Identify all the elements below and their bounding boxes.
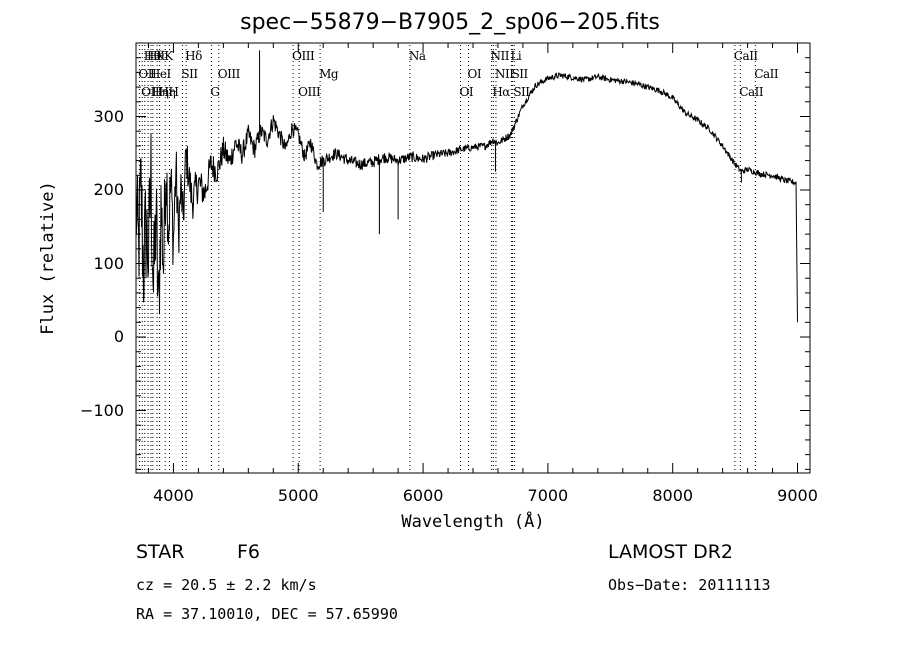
object-subclass: F6 bbox=[237, 541, 261, 563]
line-marker-label: CaII bbox=[739, 85, 764, 99]
line-marker-label: OIII bbox=[298, 85, 321, 99]
line-marker-label: CaII bbox=[754, 67, 779, 81]
emission-line-markers bbox=[138, 45, 756, 473]
line-marker-label: Hη bbox=[158, 85, 176, 99]
line-marker-label: Hη bbox=[151, 85, 169, 99]
line-marker-label: CaII bbox=[733, 49, 758, 63]
x-tick-label: 7000 bbox=[527, 486, 569, 505]
x-tick-label: 8000 bbox=[652, 486, 694, 505]
line-marker-label: Hθ bbox=[147, 49, 164, 63]
x-tick-label: 5000 bbox=[277, 486, 319, 505]
line-marker-label: OII bbox=[138, 67, 157, 81]
line-marker-label: SII bbox=[181, 67, 198, 81]
y-tick-label: 100 bbox=[93, 253, 124, 273]
line-marker-label: Hα bbox=[492, 85, 510, 99]
line-marker-label: H bbox=[168, 85, 179, 99]
line-marker-label: OIII bbox=[292, 49, 315, 63]
redshift-cz: cz = 20.5 ± 2.2 km/s bbox=[136, 576, 317, 594]
y-tick-label: 200 bbox=[93, 180, 124, 199]
line-marker-label: NII bbox=[494, 67, 514, 81]
line-marker-label: HeI bbox=[149, 67, 171, 81]
line-marker-label: NII bbox=[490, 49, 509, 63]
object-class: STAR bbox=[136, 541, 185, 563]
line-marker-label: OI bbox=[459, 85, 474, 99]
flux-line bbox=[135, 72, 798, 323]
y-tick-label: 0 bbox=[113, 327, 124, 347]
x-tick-label: 9000 bbox=[777, 486, 818, 505]
x-tick-label: 6000 bbox=[402, 486, 444, 505]
line-marker-label: OI bbox=[467, 67, 482, 81]
line-marker-label: OII bbox=[141, 85, 160, 99]
line-marker-label: Na bbox=[408, 49, 426, 63]
flux-series bbox=[135, 50, 798, 323]
line-marker-label: OIII bbox=[217, 67, 241, 81]
line-marker-label: K bbox=[156, 49, 165, 63]
x-axis-label: Wavelength (Å) bbox=[401, 512, 545, 532]
line-marker-label: SII bbox=[511, 67, 529, 81]
axis-ticks bbox=[136, 43, 810, 473]
x-tick-label: 4000 bbox=[153, 486, 194, 505]
plot-frame bbox=[135, 42, 811, 474]
line-marker-label: Hδ bbox=[185, 49, 202, 63]
y-tick-label: 300 bbox=[93, 106, 124, 126]
chart-title: spec−55879−B7905_2_sp06−205.fits bbox=[240, 10, 660, 35]
y-tick-label: −100 bbox=[80, 400, 124, 420]
observation-date: Obs−Date: 20111113 bbox=[608, 576, 771, 594]
line-marker-label: K bbox=[164, 49, 173, 63]
line-marker-label: G bbox=[210, 85, 220, 99]
survey-name: LAMOST DR2 bbox=[608, 541, 733, 563]
line-marker-label: SII bbox=[513, 85, 530, 99]
line-marker-label: Li bbox=[510, 49, 522, 63]
line-marker-label: Mg bbox=[319, 67, 339, 81]
coordinates: RA = 37.10010, DEC = 57.65990 bbox=[136, 605, 398, 623]
line-marker-label: Hθ bbox=[143, 49, 161, 63]
